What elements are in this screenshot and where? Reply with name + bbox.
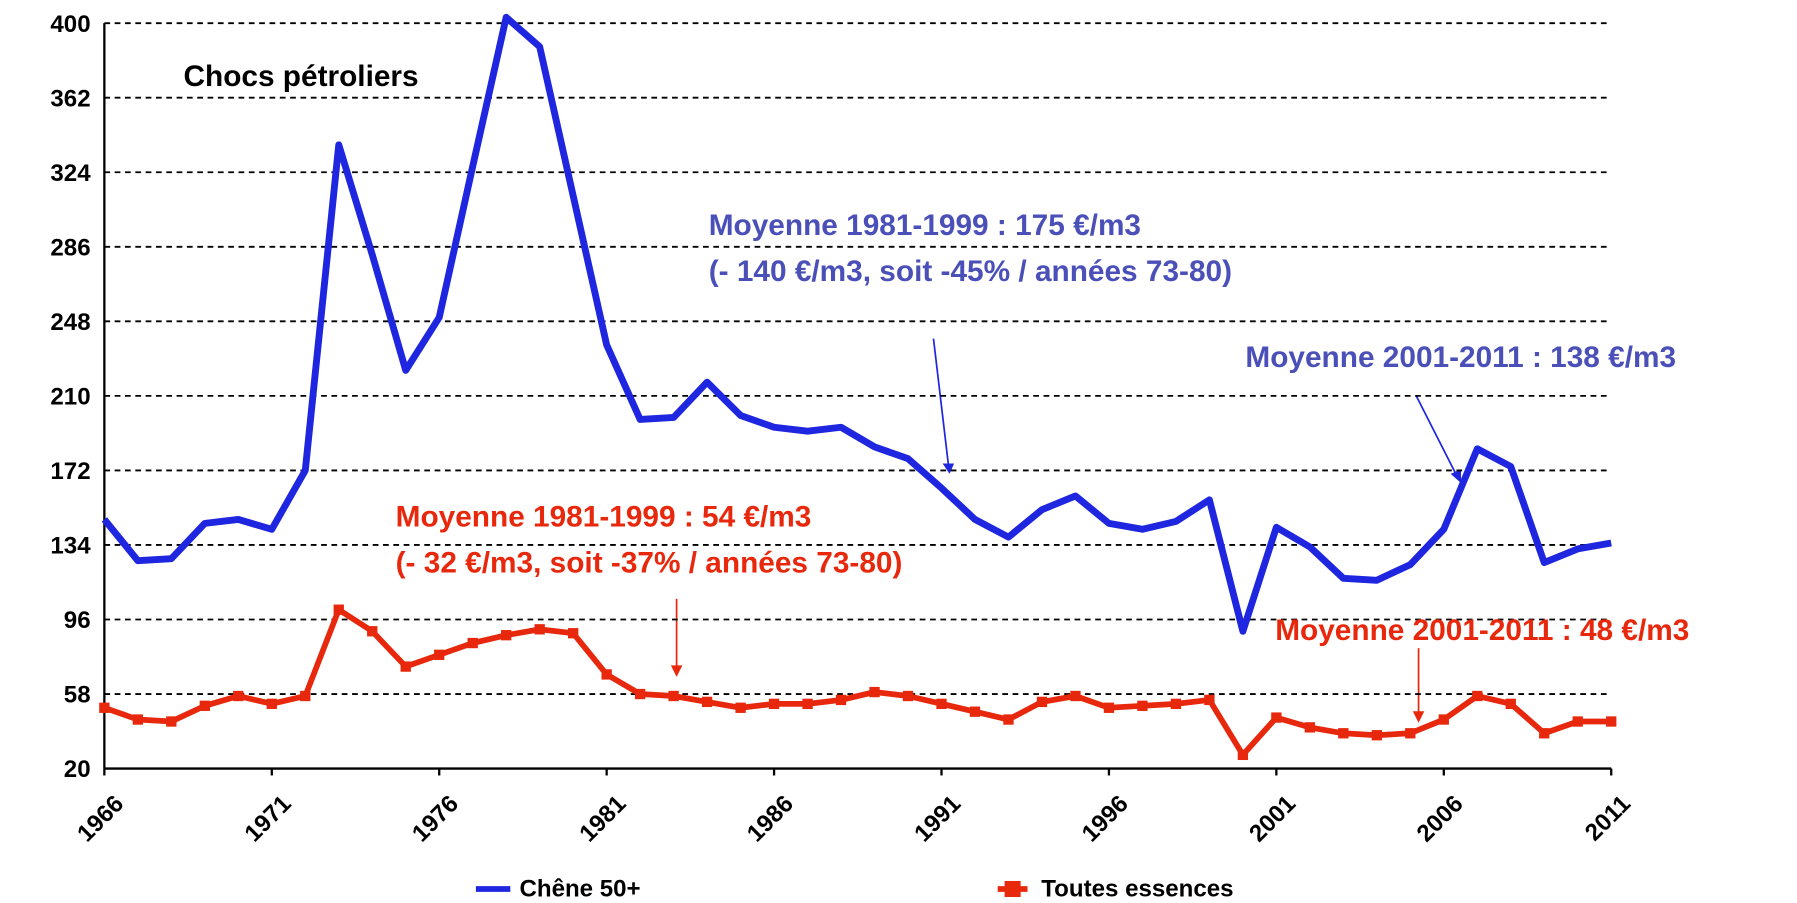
point-marker [333, 604, 344, 615]
point-marker [1505, 698, 1516, 710]
point-marker [634, 688, 646, 700]
arrow [1415, 395, 1458, 476]
arrow [932, 338, 950, 465]
x-tick-label: 1976 [407, 790, 464, 847]
point-marker [969, 706, 981, 717]
legend-label: Chêne 50+ [519, 876, 640, 903]
point-marker [1472, 690, 1483, 702]
point-marker [768, 698, 780, 710]
x-tick-label: 1991 [909, 790, 966, 847]
point-marker [1338, 728, 1349, 739]
point-marker [601, 669, 612, 680]
annotation: (- 140 €/m3, soit -45% / années 73-80) [709, 255, 1232, 288]
point-marker [300, 690, 311, 702]
point-marker [902, 690, 914, 702]
y-tick-label: 58 [64, 682, 91, 709]
point-marker [1271, 712, 1282, 723]
point-marker [266, 698, 277, 710]
arrow-head [1412, 711, 1425, 723]
point-marker [1204, 694, 1215, 706]
point-marker [199, 700, 210, 711]
point-marker [1539, 728, 1550, 739]
y-tick-label: 96 [64, 607, 91, 634]
point-marker [1003, 714, 1014, 725]
point-marker [802, 698, 813, 710]
point-marker [1304, 722, 1316, 733]
x-tick-label: 1996 [1077, 790, 1134, 847]
arrow-head [942, 463, 955, 474]
annotation: Chocs pétroliers [183, 60, 418, 93]
annotation: Moyenne 1981-1999 : 175 €/m3 [709, 209, 1141, 242]
x-tick-label: 1986 [742, 790, 799, 847]
y-tick-label: 172 [50, 458, 90, 485]
arrow-head [1450, 469, 1461, 484]
annotation: Moyenne 2001-2011 : 138 €/m3 [1245, 341, 1676, 374]
point-marker [1405, 728, 1416, 739]
point-marker [1572, 716, 1583, 727]
point-marker [1036, 696, 1048, 708]
point-marker [1606, 716, 1617, 727]
arrows [670, 338, 1461, 723]
x-tick-label: 1971 [240, 790, 297, 847]
point-marker [99, 702, 110, 713]
y-tick-label: 210 [50, 384, 90, 411]
y-tick-label: 324 [50, 160, 91, 187]
point-marker [869, 686, 880, 698]
x-tick-label: 1966 [72, 790, 129, 847]
x-tick-label: 2006 [1412, 790, 1469, 847]
series-line [103, 606, 1612, 758]
point-marker [400, 661, 411, 672]
point-marker [835, 694, 847, 706]
x-tick-label: 2011 [1580, 790, 1636, 846]
point-marker [1237, 749, 1249, 761]
y-tick-label: 248 [50, 309, 90, 336]
point-marker [534, 624, 545, 635]
y-tick-label: 362 [50, 85, 90, 112]
point-marker [668, 690, 679, 702]
point-marker [132, 714, 144, 725]
point-marker [1070, 690, 1081, 702]
y-tick-label: 134 [50, 533, 91, 560]
legend-label: Toutes essences [1041, 876, 1233, 903]
point-marker [1170, 698, 1182, 710]
legend-marker [1004, 880, 1021, 898]
annotation: Moyenne 2001-2011 : 48 €/m3 [1275, 614, 1689, 647]
point-marker [567, 628, 579, 639]
x-tick-label: 2001 [1244, 790, 1301, 847]
point-marker [501, 630, 512, 641]
point-marker [233, 690, 244, 702]
annotation: Moyenne 1981-1999 : 54 €/m3 [396, 500, 812, 533]
point-marker [1438, 714, 1449, 725]
point-marker [367, 626, 378, 637]
x-tick-label: 1981 [574, 790, 631, 847]
annotation: (- 32 €/m3, soit -37% / années 73-80) [396, 546, 903, 579]
y-tick-label: 286 [50, 234, 90, 261]
y-tick-label: 20 [64, 756, 91, 783]
point-marker [1371, 730, 1382, 741]
point-marker [936, 698, 947, 710]
point-marker [166, 716, 177, 727]
point-marker [467, 637, 478, 649]
point-marker [1103, 702, 1115, 713]
point-marker [434, 649, 445, 660]
point-marker [735, 702, 746, 713]
series-line [101, 13, 1612, 635]
arrow-head [670, 665, 683, 677]
point-marker [1137, 700, 1148, 711]
point-marker [701, 696, 713, 708]
y-tick-label: 400 [50, 11, 90, 38]
